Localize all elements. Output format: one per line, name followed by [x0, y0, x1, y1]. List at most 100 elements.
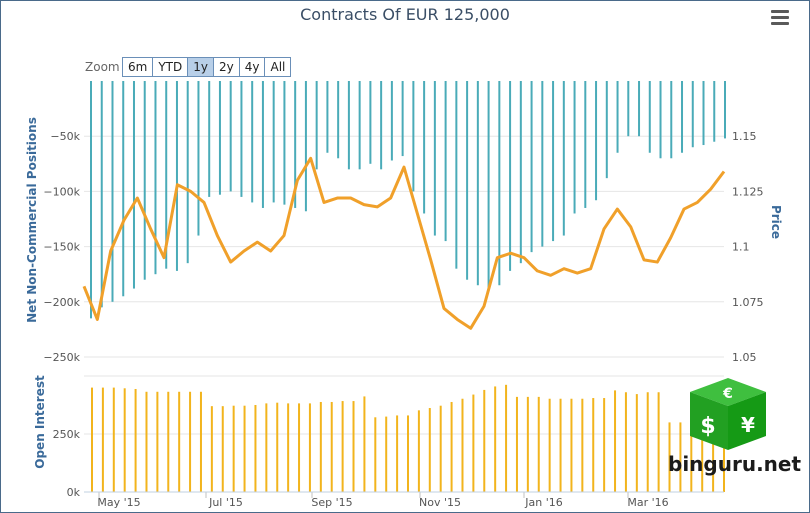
- position-bar: [681, 81, 684, 153]
- x-tick-label: Sep '15: [311, 496, 352, 509]
- position-bar: [584, 81, 587, 208]
- position-bar: [412, 81, 415, 192]
- position-bar: [229, 81, 232, 192]
- open-interest-bar: [341, 401, 344, 492]
- x-tick-label: Jan '16: [524, 496, 562, 509]
- open-interest-bar: [624, 392, 627, 492]
- open-interest-bar: [156, 391, 159, 492]
- position-bar: [347, 81, 350, 170]
- hamburger-menu-icon[interactable]: [771, 10, 789, 26]
- position-bar: [122, 81, 125, 297]
- position-bar: [326, 81, 329, 153]
- left-tick-label: 250k: [53, 428, 81, 441]
- open-interest-bar: [254, 405, 257, 492]
- open-interest-bar: [308, 403, 311, 492]
- left-tick-label: −150k: [43, 241, 80, 254]
- left-axis-title: Net Non-Commercial Positions: [25, 117, 39, 323]
- open-interest-bar: [199, 391, 202, 492]
- open-interest-bar: [374, 417, 377, 492]
- open-interest-bar: [483, 389, 486, 492]
- open-interest-bar: [352, 401, 355, 492]
- open-interest-bar: [123, 388, 126, 492]
- left-tick-label: 0k: [67, 486, 81, 499]
- position-bar: [401, 81, 404, 157]
- position-bar: [294, 81, 297, 208]
- position-bar: [240, 81, 243, 197]
- open-interest-bar: [581, 398, 584, 492]
- logo-text: binguru.net: [668, 452, 802, 476]
- x-tick-label: Jul '15: [208, 496, 243, 509]
- position-bar: [659, 81, 662, 159]
- open-interest-bar: [701, 422, 704, 492]
- position-bar: [498, 81, 501, 286]
- position-bar: [595, 81, 598, 201]
- position-bar: [283, 81, 286, 205]
- binguru-logo: € $ ¥: [668, 370, 788, 480]
- open-interest-bar: [189, 391, 192, 492]
- open-interest-bar: [112, 387, 115, 492]
- position-bar: [648, 81, 651, 153]
- position-bar: [466, 81, 469, 280]
- open-interest-bar: [134, 388, 137, 492]
- position-bar: [165, 81, 168, 269]
- right-tick-label: 1.1: [732, 241, 750, 254]
- open-interest-bar: [221, 406, 224, 492]
- open-interest-bar: [287, 403, 290, 492]
- position-bar: [100, 81, 103, 308]
- open-interest-bar: [385, 416, 388, 492]
- open-interest-bar: [428, 408, 431, 492]
- position-bar: [509, 81, 512, 271]
- position-bar: [154, 81, 157, 275]
- open-interest-bar: [548, 398, 551, 492]
- position-bar: [552, 81, 555, 242]
- left-tick-label: −100k: [43, 185, 80, 198]
- position-bar: [197, 81, 200, 236]
- position-bar: [541, 81, 544, 247]
- logo-cube-icon: € $ ¥: [690, 378, 766, 450]
- zoom-4y-button[interactable]: 4y: [239, 58, 266, 76]
- open-interest-bar: [101, 387, 104, 492]
- open-interest-bar: [592, 398, 595, 492]
- lower-axis-title: Open Interest: [33, 375, 47, 469]
- position-bar: [562, 81, 565, 236]
- open-interest-bar: [603, 398, 606, 492]
- open-interest-bar: [712, 424, 715, 492]
- position-bar: [670, 81, 673, 159]
- zoom-all-button[interactable]: All: [265, 58, 291, 76]
- x-tick-label: May '15: [97, 496, 140, 509]
- position-bar: [487, 81, 490, 291]
- position-bar: [111, 81, 114, 302]
- position-bar: [390, 81, 393, 161]
- position-bar: [423, 81, 426, 214]
- zoom-ytd-button[interactable]: YTD: [153, 58, 189, 76]
- position-bar: [530, 81, 533, 253]
- open-interest-bar: [657, 392, 660, 492]
- open-interest-bar: [167, 391, 170, 492]
- right-axis-title: Price: [769, 205, 783, 239]
- position-bar: [476, 81, 479, 286]
- position-bar: [186, 81, 189, 264]
- position-bar: [605, 81, 608, 179]
- right-tick-label: 1.15: [732, 130, 757, 143]
- open-interest-bar: [646, 392, 649, 492]
- open-interest-bar: [396, 415, 399, 492]
- open-interest-bar: [723, 424, 725, 492]
- zoom-6m-button[interactable]: 6m: [123, 58, 154, 76]
- zoom-1y-button[interactable]: 1y: [188, 58, 214, 76]
- open-interest-bar: [178, 391, 181, 492]
- zoom-2y-button[interactable]: 2y: [213, 58, 240, 76]
- x-tick-label: Nov '15: [419, 496, 461, 509]
- position-bar: [713, 81, 716, 142]
- open-interest-bar: [515, 396, 518, 492]
- open-interest-bar: [363, 396, 366, 492]
- open-interest-bar: [461, 398, 464, 492]
- open-interest-bar: [210, 406, 213, 492]
- open-interest-bar: [472, 394, 475, 492]
- open-interest-bar: [537, 396, 540, 492]
- position-bar: [691, 81, 694, 148]
- position-bar: [175, 81, 178, 271]
- position-bar: [358, 81, 361, 170]
- position-bar: [208, 81, 211, 197]
- open-interest-bar: [265, 403, 268, 492]
- open-interest-bar: [145, 391, 148, 492]
